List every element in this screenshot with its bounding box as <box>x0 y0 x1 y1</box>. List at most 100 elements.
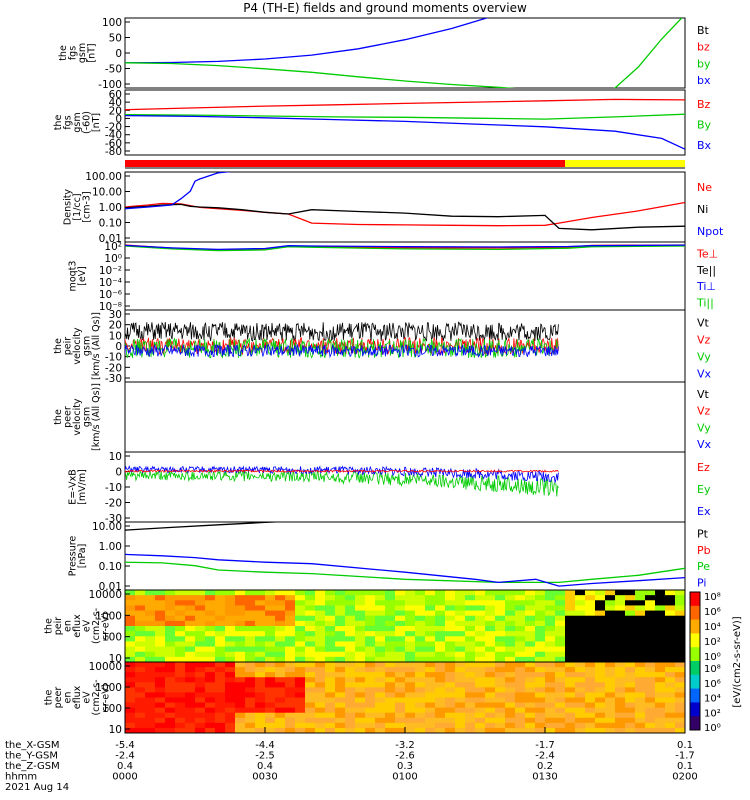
y-axis-label: gsm <box>77 43 88 63</box>
y-tick-label: 10 <box>109 724 122 736</box>
y-tick-label: 20 <box>109 320 122 332</box>
legend-Pe: Pe <box>697 560 710 573</box>
x-tick-label: -2.6 <box>395 751 415 762</box>
y-tick-label: 100 <box>102 703 122 715</box>
panel-frame <box>124 89 686 156</box>
y-axis-label: Density <box>63 189 74 225</box>
noisy-series <box>125 343 559 359</box>
y-axis-label: [km/s (All Qs)] <box>91 312 102 380</box>
y-tick-label: 10⁰ <box>104 253 122 265</box>
y-axis-label: peer <box>63 406 74 428</box>
legend-Vx: Vx <box>697 438 712 451</box>
y-axis-label: eV <box>82 691 93 704</box>
y-axis-label: fgs <box>63 115 74 129</box>
y-tick-label: 10² <box>104 241 122 253</box>
y-tick-label: 100 <box>102 17 122 29</box>
noisy-series <box>125 321 559 342</box>
legend-Bt: Bt <box>697 24 710 37</box>
series-Bx <box>125 114 685 150</box>
y-tick-label: 10.00 <box>92 187 122 199</box>
series-Pt <box>125 522 289 531</box>
x-row-label: the_Z-GSM <box>5 761 60 772</box>
y-axis-label: eV <box>82 619 93 632</box>
panel-p10: 10000 1000 100 10 thepeerenefluxeV(cm2-s-sr-… <box>44 661 721 736</box>
x-tick-label: 0200 <box>672 772 697 783</box>
y-axis-label: Pressure <box>67 536 78 577</box>
panel-p3: 100.00 10.00 1.00 0.10 0.01 Density[1/cc][cm-… <box>63 171 724 245</box>
legend-Vy: Vy <box>697 351 711 364</box>
y-axis-label: E=-VxB <box>67 469 78 504</box>
legend-Pt: Pt <box>697 528 709 541</box>
noisy-series <box>125 336 559 356</box>
y-tick-label: 0 <box>115 341 122 353</box>
y-tick-label: 0.10 <box>99 218 122 230</box>
x-tick-label: -2.4 <box>115 751 135 762</box>
y-axis-label: gsm <box>82 407 93 427</box>
mode-bar-red <box>125 160 565 167</box>
y-tick-label: -20 <box>105 362 122 374</box>
y-tick-label: 0.10 <box>99 561 122 573</box>
legend-Bx: Bx <box>697 139 712 152</box>
series-Pe <box>125 561 685 584</box>
y-tick-label: 10.00 <box>92 521 122 533</box>
panel-p7: 10 0 -10 -20 -30 E=-VxB[mV/m] Ez Ey Ex <box>67 451 711 525</box>
chart-title: P4 (TH-E) fields and ground moments over… <box>243 1 527 15</box>
y-tick-label: 50 <box>109 33 122 45</box>
x-tick-label: -2.4 <box>535 751 555 762</box>
y-tick-label: 0 <box>115 467 122 479</box>
y-tick-label: -30 <box>105 513 122 525</box>
series-group <box>125 98 685 150</box>
x-tick-label: 0100 <box>392 772 417 783</box>
legend-Te||: Te|| <box>696 264 716 277</box>
y-tick-label: 0.01 <box>99 581 122 593</box>
series-Ti|| <box>125 245 685 252</box>
y-tick-label: 1.00 <box>99 202 122 214</box>
series-group <box>125 18 683 88</box>
y-axis-label: [nPa] <box>77 544 88 569</box>
legend-Ne: Ne <box>697 181 712 194</box>
y-tick-label: 1000 <box>95 610 122 622</box>
x-tick-label: -2.5 <box>255 751 275 762</box>
colorbar-tick: 10⁰ <box>704 652 721 663</box>
noisy-series <box>125 469 559 497</box>
legend-Bz: Bz <box>697 98 711 111</box>
legend-Vt: Vt <box>697 316 710 329</box>
y-tick-label: 100.00 <box>85 171 122 183</box>
y-axis-label: the <box>53 409 64 425</box>
y-tick-label: 10 <box>109 653 122 665</box>
legend-Ez: Ez <box>697 461 710 474</box>
y-tick-label: 0 <box>115 113 122 125</box>
colorbar-label: [eV/(cm2-s-sr-eV)] <box>732 616 743 707</box>
legend-Ex: Ex <box>697 505 711 518</box>
y-tick-label: 1.00 <box>99 541 122 553</box>
colorbar-tick: 10⁴ <box>704 622 721 633</box>
colorbar-tick: 10⁴ <box>704 694 721 705</box>
legend-by: by <box>697 57 711 70</box>
colorbar <box>689 591 701 731</box>
legend-Te⊥: Te⊥ <box>696 248 718 261</box>
y-axis-label: [km/s (All Qs)] <box>91 383 102 451</box>
y-axis-label: the <box>53 115 64 131</box>
y-tick-label: -50 <box>105 64 122 76</box>
legend-bz: bz <box>697 41 710 54</box>
y-tick-label: 10000 <box>89 661 122 673</box>
legend-Vx: Vx <box>697 368 712 381</box>
colorbar-tick: 10⁸ <box>704 592 721 603</box>
x-axis-labels: [eV/(cm2-s-sr-eV)]the_X-GSM -5.4 -4.4 -3.2-… <box>5 616 743 793</box>
y-axis-label: (-60) <box>82 111 93 134</box>
y-tick-label: 10⁻⁶ <box>99 289 122 301</box>
y-axis-label: (cm2-s- <box>91 608 102 644</box>
colorbar-tick: 10⁶ <box>704 607 721 618</box>
y-axis-label: the <box>44 690 55 706</box>
mode-bar-yellow <box>565 160 685 167</box>
y-axis-label: sr-eV) <box>101 684 112 712</box>
legend-Npot: Npot <box>697 225 724 238</box>
series-By <box>125 113 685 120</box>
y-axis-label: [mV/m] <box>77 469 88 505</box>
x-tick-label: -1.7 <box>675 751 695 762</box>
y-tick-label: -80 <box>105 146 122 158</box>
y-tick-label: -30 <box>105 373 122 385</box>
